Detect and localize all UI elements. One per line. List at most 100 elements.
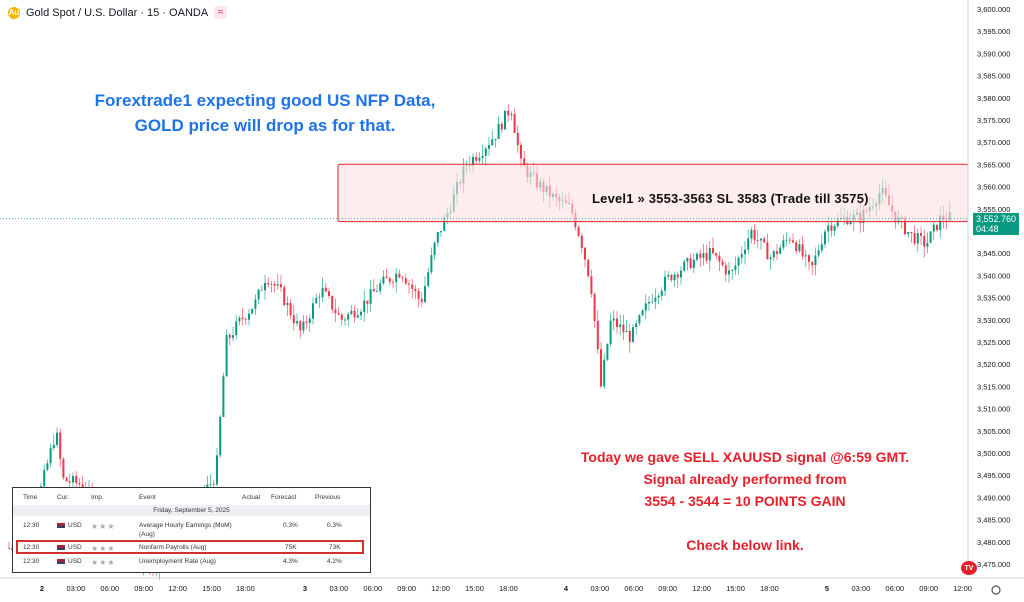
- candle-body: [651, 301, 654, 303]
- candle-body: [356, 315, 359, 318]
- candle-body: [632, 327, 634, 342]
- candle-body: [424, 285, 426, 302]
- candle-body: [779, 247, 782, 254]
- candle-body: [360, 311, 362, 316]
- approx-icon[interactable]: ≈: [214, 6, 228, 19]
- candle-body: [289, 302, 292, 316]
- y-tick-label: 3,515.000: [977, 382, 1010, 391]
- candle-body: [353, 310, 356, 318]
- candle-body: [222, 376, 225, 417]
- bar-countdown: 04:48: [976, 224, 999, 234]
- candle-body: [712, 248, 714, 254]
- candle-body: [577, 227, 580, 236]
- candle-body: [827, 225, 830, 232]
- candle-body: [641, 310, 644, 316]
- candle-body: [590, 276, 593, 294]
- candle-body: [68, 481, 71, 483]
- candle-body: [715, 253, 718, 256]
- col-time: Time: [23, 494, 38, 501]
- candle-body: [267, 283, 270, 285]
- x-tick-label: 12:00: [692, 584, 711, 593]
- candle-body: [606, 344, 609, 360]
- us-flag-icon: [57, 544, 65, 550]
- candle-body: [699, 253, 702, 258]
- candle-body: [750, 229, 753, 239]
- candle-body: [808, 255, 810, 262]
- x-tick-label: 06:00: [885, 584, 904, 593]
- economic-calendar: Time Cur. Imp. Event Actual Forecast Pre…: [12, 487, 371, 573]
- candle-body: [804, 255, 807, 257]
- candle-body: [760, 238, 762, 241]
- symbol-title: Gold Spot / U.S. Dollar · 15 · OANDA: [26, 6, 209, 19]
- y-tick-label: 3,560.000: [977, 183, 1010, 192]
- candle-body: [388, 278, 391, 282]
- candle-body: [747, 238, 750, 250]
- candle-body: [731, 270, 734, 271]
- table-row: 12:30 USD ★★★ Average Hourly Earnings (M…: [23, 522, 342, 538]
- y-tick-label: 3,505.000: [977, 427, 1010, 436]
- x-tick-label: 3: [303, 584, 307, 593]
- candle-body: [491, 139, 494, 146]
- col-currency: Cur.: [57, 494, 69, 501]
- candle-body: [910, 231, 913, 234]
- tradingview-logo-icon[interactable]: TV: [961, 561, 977, 575]
- y-tick-label: 3,500.000: [977, 449, 1010, 458]
- candle-body: [756, 240, 759, 241]
- candle-body: [686, 258, 689, 262]
- candle-body: [260, 289, 263, 291]
- candle-body: [904, 218, 906, 235]
- candle-body: [616, 318, 618, 328]
- candle-body: [372, 289, 375, 292]
- y-tick-label: 3,520.000: [977, 360, 1010, 369]
- candle-body: [494, 138, 497, 140]
- x-tick-label: 09:00: [658, 584, 677, 593]
- candle-body: [472, 156, 474, 166]
- signal-note-line1: Today we gave SELL XAUUSD signal @6:59 G…: [580, 449, 910, 465]
- candle-body: [929, 231, 932, 243]
- x-tick-label: 5: [825, 584, 829, 593]
- candle-body: [363, 300, 366, 312]
- candle-body: [273, 283, 276, 286]
- candle-body: [587, 259, 590, 277]
- y-tick-label: 3,480.000: [977, 538, 1010, 547]
- candle-body: [916, 233, 919, 244]
- candle-body: [523, 158, 526, 166]
- symbol-header[interactable]: Au Gold Spot / U.S. Dollar · 15 · OANDA …: [8, 6, 228, 19]
- candle-body: [936, 224, 938, 231]
- col-forecast: Forecast: [271, 494, 297, 501]
- candle-body: [926, 242, 929, 247]
- candle-body: [702, 253, 705, 258]
- candle-body: [923, 235, 926, 247]
- calendar-header: Time Cur. Imp. Event Actual Forecast Pre…: [13, 492, 370, 504]
- candle-body: [385, 276, 388, 279]
- y-tick-label: 3,570.000: [977, 138, 1010, 147]
- candle-body: [600, 349, 602, 387]
- candle-body: [286, 302, 289, 306]
- y-tick-label: 3,555.000: [977, 205, 1010, 214]
- col-previous: Previous: [315, 494, 341, 501]
- candle-body: [513, 114, 516, 133]
- candle-body: [417, 291, 420, 299]
- candle-body: [484, 148, 487, 156]
- candle-body: [507, 110, 510, 116]
- candle-body: [248, 313, 250, 320]
- y-tick-label: 3,565.000: [977, 160, 1010, 169]
- candle-body: [75, 476, 78, 483]
- x-tick-label: 03:00: [67, 584, 86, 593]
- candle-body: [580, 235, 583, 248]
- importance-stars-icon: ★★★: [91, 558, 116, 567]
- candle-body: [440, 230, 442, 233]
- y-tick-label: 3,495.000: [977, 471, 1010, 480]
- candle-body: [283, 287, 286, 306]
- candle-body: [251, 308, 254, 314]
- col-actual: Actual: [242, 494, 261, 501]
- forecast-note-line1: Forextrade1 expecting good US NFP Data,: [94, 91, 436, 110]
- signal-note-line2: Signal already performed from: [643, 471, 847, 487]
- candle-body: [324, 287, 327, 292]
- candle-body: [728, 270, 730, 275]
- candle-body: [497, 123, 500, 139]
- candle-body: [836, 219, 839, 227]
- x-tick-label: 15:00: [465, 584, 484, 593]
- candle-body: [46, 463, 49, 470]
- col-importance: Imp.: [91, 494, 104, 501]
